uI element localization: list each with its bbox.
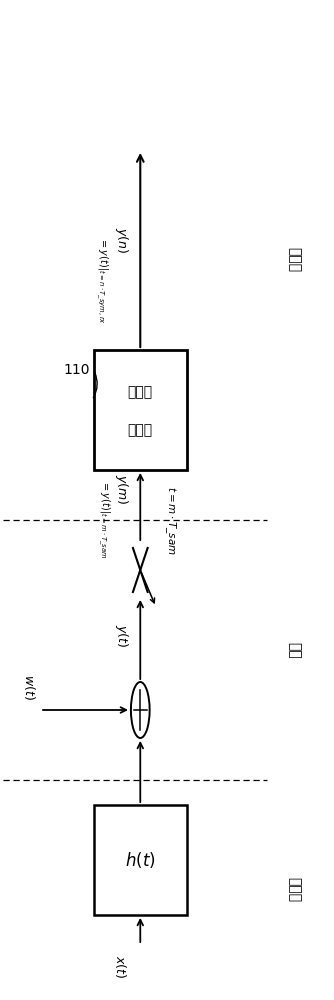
Bar — [94, 350, 187, 470]
Text: 110: 110 — [63, 363, 90, 377]
Text: 通道: 通道 — [287, 642, 301, 658]
Text: $t=m\cdot T\_sam$: $t=m\cdot T\_sam$ — [163, 486, 178, 554]
Text: $x(t)$: $x(t)$ — [113, 955, 128, 978]
Bar — [94, 805, 187, 915]
Text: 复电路: 复电路 — [128, 423, 153, 437]
Text: $y(m)$: $y(m)$ — [114, 474, 130, 504]
Text: $=y(t)|_{t=m\cdot T\_sam}$: $=y(t)|_{t=m\cdot T\_sam}$ — [96, 480, 111, 558]
Text: $y(n)$: $y(n)$ — [114, 227, 130, 253]
Text: 传送端: 传送端 — [287, 877, 301, 903]
Text: 时序回: 时序回 — [128, 385, 153, 399]
Text: $y(t)$: $y(t)$ — [114, 624, 130, 648]
Text: 接收端: 接收端 — [287, 247, 301, 273]
Text: $h(t)$: $h(t)$ — [125, 850, 156, 870]
Text: $w(t)$: $w(t)$ — [22, 674, 37, 700]
Text: $=y(t)|_{t=n\cdot T\_sym,rx}$: $=y(t)|_{t=n\cdot T\_sym,rx}$ — [94, 237, 110, 323]
